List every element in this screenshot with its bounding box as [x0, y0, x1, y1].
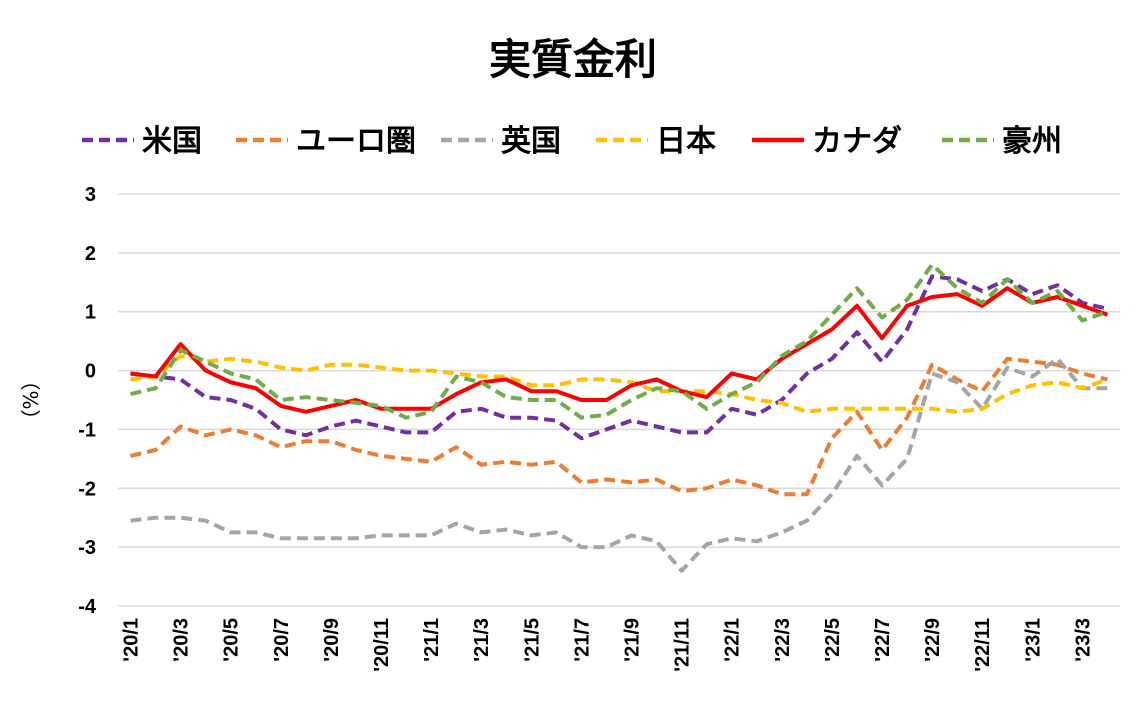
x-tick-label: '22/9 — [922, 618, 944, 662]
x-tick-label: '21/9 — [622, 618, 644, 662]
legend: 米国 ユーロ圏 英国 日本 カナダ 豪州 — [82, 124, 1062, 159]
x-tick-label: '21/1 — [421, 618, 443, 662]
series-line-4 — [130, 286, 1109, 414]
series-line-2 — [130, 356, 1108, 573]
y-tick-label: 1 — [85, 302, 96, 324]
gridlines — [118, 193, 1120, 607]
legend-label-3: 日本 — [656, 124, 716, 159]
y-tick-label: 2 — [85, 243, 96, 265]
x-tick-label: '20/9 — [321, 618, 343, 662]
x-tick-label: '21/5 — [521, 618, 543, 662]
x-tick-label: '22/11 — [972, 618, 994, 672]
x-tick-label: '23/3 — [1072, 618, 1094, 662]
x-axis-ticks: '20/1 '20/3 '20/5 '20/7 '20/9 '20/11 '21/1 '21/… — [121, 618, 1095, 672]
x-tick-label: '21/7 — [571, 618, 593, 662]
x-tick-label: '20/1 — [121, 618, 143, 662]
y-tick-label: -4 — [78, 596, 97, 618]
chart-title: 実質金利 — [489, 35, 657, 84]
legend-label-1: ユーロ圏 — [296, 124, 416, 159]
legend-label-4: カナダ — [812, 124, 902, 159]
x-tick-label: '20/7 — [271, 618, 293, 662]
legend-label-0: 米国 — [142, 124, 202, 159]
legend-label-5: 豪州 — [1002, 124, 1062, 159]
y-tick-label: -1 — [78, 419, 96, 441]
y-tick-label: -3 — [78, 537, 96, 559]
legend-label-2: 英国 — [501, 124, 561, 159]
y-tick-label: 0 — [85, 361, 96, 383]
series-lines — [130, 262, 1109, 573]
x-tick-label: '20/5 — [221, 618, 243, 662]
x-tick-label: '20/3 — [171, 618, 193, 662]
x-tick-label: '22/3 — [772, 618, 794, 662]
x-tick-label: '21/11 — [672, 618, 694, 672]
y-tick-label: 3 — [85, 184, 96, 206]
x-tick-label: '21/3 — [471, 618, 493, 662]
series-line-0 — [130, 274, 1108, 441]
x-tick-label: '20/11 — [371, 618, 393, 672]
y-tick-label: -2 — [78, 478, 96, 500]
x-tick-label: '22/5 — [822, 618, 844, 662]
series-line-3 — [130, 353, 1109, 414]
series-line-1 — [130, 356, 1108, 497]
y-axis-label: （%） — [19, 370, 43, 429]
x-tick-label: '22/7 — [872, 618, 894, 662]
y-axis-ticks: 3 2 1 0 -1 -2 -3 -4 — [78, 184, 97, 618]
series-line-5 — [130, 262, 1109, 420]
x-tick-label: '23/1 — [1022, 618, 1044, 662]
x-tick-label: '22/1 — [722, 618, 744, 662]
